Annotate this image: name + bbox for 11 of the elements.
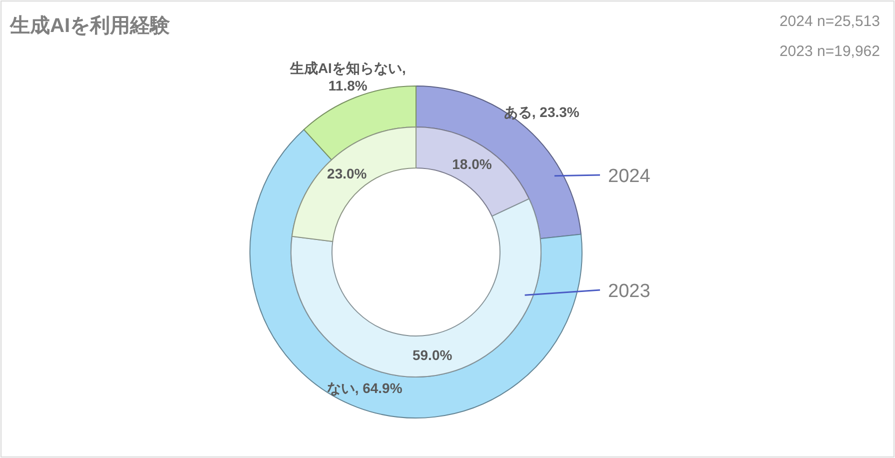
- slice-label: 生成AIを知らない, 11.8%: [288, 60, 406, 94]
- slice-label: 2023: [608, 281, 650, 302]
- text: 2024 n=25,513: [779, 13, 880, 30]
- slice-label: ある, 23.3%: [504, 104, 580, 120]
- data-label: 18.0%: [452, 156, 492, 172]
- slice-label: 2024: [608, 166, 651, 187]
- data-label: 59.0%: [412, 347, 453, 364]
- slice-label: ない, 64.9%: [326, 380, 403, 396]
- chart-title: 生成AIを利用経験: [9, 14, 171, 37]
- data-label: 23.0%: [327, 166, 368, 182]
- text: 2023 n=19,962: [779, 43, 880, 60]
